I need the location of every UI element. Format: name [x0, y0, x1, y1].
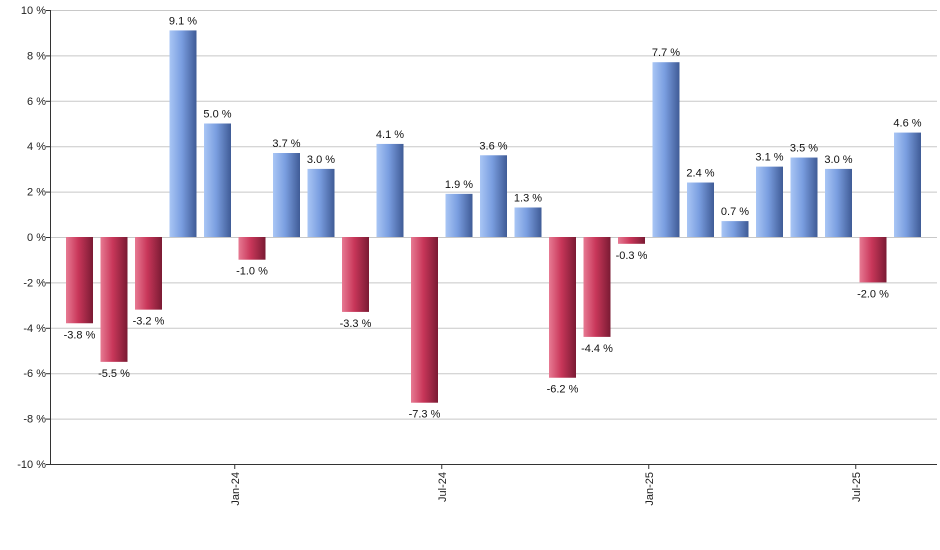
bar-value-label: -0.3 %	[616, 250, 648, 262]
bar-positive	[376, 143, 404, 237]
axes: -10 % -8 % -6 % -4 % -2 % 0 % 2 % 4 % 6 % 8 % 10 %…	[17, 5, 937, 506]
bar-positive	[825, 168, 852, 237]
bar-positive	[204, 123, 231, 237]
bar-negative	[66, 237, 93, 324]
y-tick-label: 0 %	[27, 232, 46, 244]
bar-positive	[480, 155, 507, 237]
bar-negative	[859, 237, 887, 283]
bar-value-label: -3.3 %	[340, 318, 372, 330]
bar-value-label: 1.9 %	[445, 179, 473, 191]
bar-negative	[238, 237, 266, 260]
y-tick-label: -2 %	[23, 277, 46, 289]
bar-value-label: 3.6 %	[479, 140, 507, 152]
bar-value-label: 3.0 %	[307, 154, 335, 166]
bar-value-label: 1.3 %	[514, 192, 542, 204]
bar-value-label: -7.3 %	[409, 409, 441, 421]
bar-positive	[273, 153, 300, 237]
bar-negative	[411, 237, 438, 403]
bar-negative	[583, 237, 611, 337]
bar-value-label: 3.0 %	[824, 154, 852, 166]
bar-positive	[169, 30, 197, 238]
x-tick-label: Jan-25	[644, 472, 656, 506]
bar-value-label: 3.5 %	[790, 143, 818, 155]
bar-value-label: 9.1 %	[169, 15, 197, 27]
y-tick-label: 10 %	[21, 5, 46, 17]
bar-value-label: -3.8 %	[64, 329, 96, 341]
bar-positive	[445, 193, 473, 237]
bar-negative	[135, 237, 162, 310]
bar-positive	[721, 221, 749, 237]
gridlines	[50, 10, 937, 465]
y-tick-label: -4 %	[23, 323, 46, 335]
bar-negative	[618, 237, 645, 244]
bar-positive	[307, 168, 335, 237]
x-tick-label: Jul-25	[851, 472, 863, 502]
y-tick-label: -10 %	[17, 459, 46, 471]
bar-positive	[790, 157, 818, 237]
y-tick-label: -8 %	[23, 414, 46, 426]
bar-value-label: 0.7 %	[721, 206, 749, 218]
y-tick-label: 8 %	[27, 50, 46, 62]
bar-value-label: -5.5 %	[98, 368, 130, 380]
y-tick-label: 6 %	[27, 96, 46, 108]
bar-value-label: 4.1 %	[376, 129, 404, 141]
bar-value-label: -3.2 %	[133, 316, 165, 328]
bar-value-label: 2.4 %	[686, 168, 714, 180]
y-tick-label: 2 %	[27, 187, 46, 199]
bar-negative	[342, 237, 369, 312]
bar-negative	[100, 237, 128, 362]
y-tick-label: -6 %	[23, 368, 46, 380]
bar-value-label: 3.7 %	[272, 138, 300, 150]
bar-positive	[514, 207, 542, 237]
x-tick-label: Jul-24	[437, 472, 449, 502]
bar-positive	[756, 166, 783, 237]
bar-value-label: -6.2 %	[547, 384, 579, 396]
bar-positive	[687, 182, 714, 237]
x-tick-label: Jan-24	[230, 472, 242, 506]
data-labels: -3.8 % -5.5 % -3.2 % 9.1 % 5.0 % -1.0 % 3.7 % 3…	[64, 15, 922, 420]
y-tick-label: 4 %	[27, 141, 46, 153]
bar-value-label: 5.0 %	[203, 109, 231, 121]
bar-value-label: 7.7 %	[652, 47, 680, 59]
bar-value-label: -4.4 %	[581, 343, 613, 355]
bars	[66, 30, 921, 403]
bar-positive	[894, 132, 921, 237]
bar-value-label: -2.0 %	[857, 288, 889, 300]
bar-positive	[652, 62, 680, 238]
bar-negative	[549, 237, 576, 378]
bar-value-label: -1.0 %	[236, 266, 268, 278]
bar-value-label: 4.6 %	[893, 118, 921, 130]
bar-value-label: 3.1 %	[755, 152, 783, 164]
